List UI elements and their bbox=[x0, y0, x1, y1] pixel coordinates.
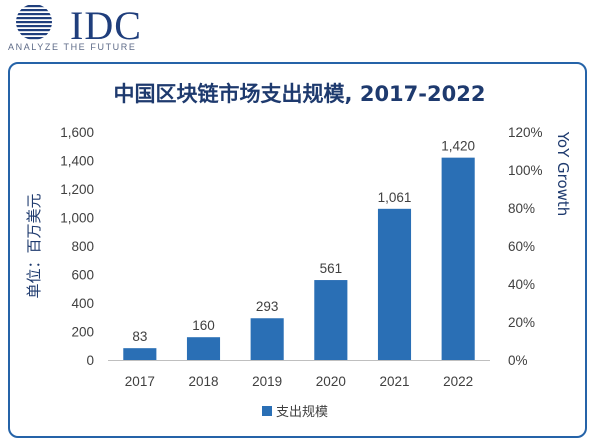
data-label: 83 bbox=[132, 329, 147, 344]
legend-label: 支出规模 bbox=[276, 405, 328, 420]
bar-2020 bbox=[314, 280, 348, 360]
left-axis-ticks: 0 200 400 600 800 1,000 1,200 1,400 1,600 bbox=[60, 125, 94, 368]
data-label: 561 bbox=[320, 261, 343, 276]
x-tick-label: 2022 bbox=[443, 374, 473, 389]
legend: 支出规模 bbox=[262, 405, 328, 420]
brand-name: IDC bbox=[70, 3, 142, 48]
y-tick-label: 200 bbox=[71, 325, 94, 340]
y2-axis-label: YoY Growth bbox=[554, 131, 572, 217]
bar-2021 bbox=[377, 208, 412, 360]
category-labels: 2017 2018 2019 2020 2021 2022 bbox=[125, 374, 473, 389]
x-tick-label: 2019 bbox=[252, 374, 282, 389]
chart-title: 中国区块链市场支出规模, 2017-2022 bbox=[113, 82, 486, 106]
x-tick-label: 2020 bbox=[316, 374, 346, 389]
data-label: 160 bbox=[192, 318, 215, 333]
y-tick-label: 1,200 bbox=[60, 182, 94, 197]
y2-tick-label: 100% bbox=[508, 163, 543, 178]
x-tick-label: 2021 bbox=[379, 374, 409, 389]
bar-2017 bbox=[123, 348, 157, 360]
x-tick-label: 2018 bbox=[188, 374, 218, 389]
bar-2018 bbox=[186, 337, 221, 360]
bar-2019 bbox=[250, 318, 284, 360]
right-axis-ticks: 0% 20% 40% 60% 80% 100% 120% bbox=[508, 125, 543, 368]
y2-tick-label: 120% bbox=[508, 125, 543, 140]
legend-swatch bbox=[262, 406, 272, 416]
y-tick-label: 1,400 bbox=[60, 154, 94, 169]
y2-tick-label: 80% bbox=[508, 201, 535, 216]
y2-tick-label: 0% bbox=[508, 353, 528, 368]
y2-tick-label: 20% bbox=[508, 315, 535, 330]
idc-logo: IDC ANALYZE THE FUTURE bbox=[6, 2, 156, 57]
y2-tick-label: 60% bbox=[508, 239, 535, 254]
bar-2022 bbox=[441, 157, 475, 360]
data-label: 293 bbox=[256, 299, 279, 314]
y-tick-label: 1,600 bbox=[60, 125, 94, 140]
y-tick-label: 1,000 bbox=[60, 211, 94, 226]
globe-icon bbox=[16, 5, 52, 40]
brand-tagline: ANALYZE THE FUTURE bbox=[8, 42, 137, 52]
x-tick-label: 2017 bbox=[125, 374, 155, 389]
data-label: 1,420 bbox=[441, 139, 475, 154]
y-axis-label: 单位：百万美元 bbox=[25, 193, 43, 298]
y2-tick-label: 40% bbox=[508, 277, 535, 292]
y-tick-label: 600 bbox=[71, 268, 94, 283]
bars: 83 160 293 561 1,061 1,420 bbox=[123, 139, 475, 360]
chart-frame bbox=[8, 62, 587, 438]
y-tick-label: 400 bbox=[71, 296, 94, 311]
data-label: 1,061 bbox=[378, 190, 412, 205]
y-tick-label: 800 bbox=[71, 239, 94, 254]
y-tick-label: 0 bbox=[86, 353, 94, 368]
